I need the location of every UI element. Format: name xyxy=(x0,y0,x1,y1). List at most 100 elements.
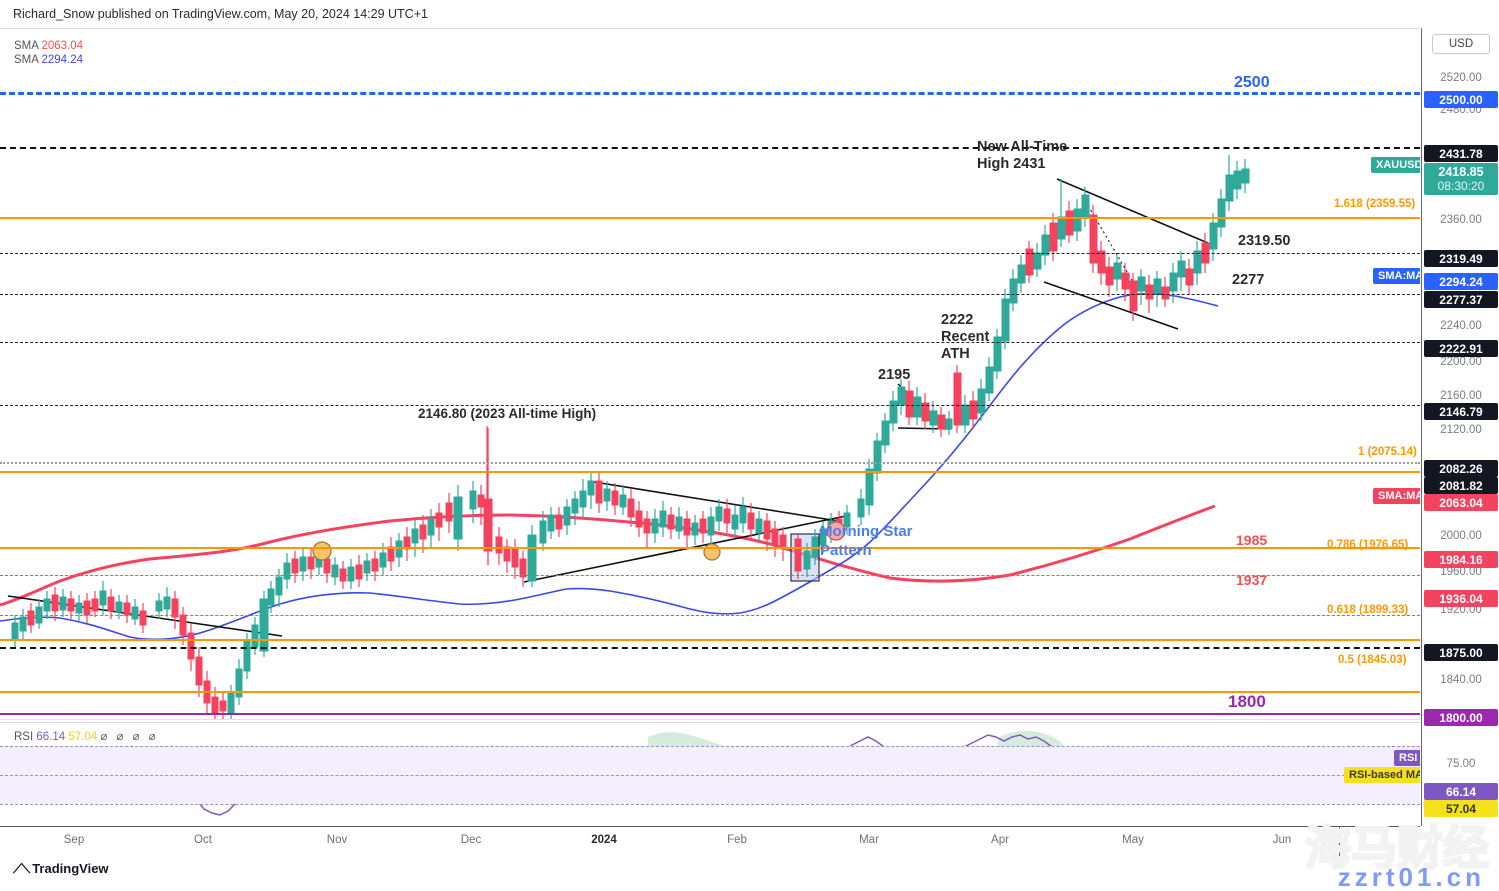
level-line-2500 xyxy=(0,92,1420,95)
signal-marker-buy-1 xyxy=(312,541,332,561)
price-tick-1920: 1920.00 xyxy=(1440,604,1482,616)
time-label-may: May xyxy=(1122,834,1144,846)
trendline-triangle-upper xyxy=(587,480,839,522)
price-tick-2160: 2160.00 xyxy=(1440,390,1482,402)
trendline-triangle-lower xyxy=(523,515,847,583)
rsi-panel[interactable]: RSI 66.14 57.04 ⌀ ⌀ ⌀ ⌀ RSI RSI-based MA xyxy=(0,722,1420,825)
price-tick-2000: 2000.00 xyxy=(1440,530,1482,542)
rsi-overbought-line xyxy=(0,746,1420,747)
level-line-1984 xyxy=(0,547,1420,549)
fib-label-1618: 1.618 (2359.55) xyxy=(1334,198,1416,210)
level-line-2319 xyxy=(0,253,1420,254)
level-label-2277: 2277 xyxy=(1232,272,1265,288)
price-chart-panel[interactable]: SMA 2063.04 SMA 2294.24 New All-Time Hig… xyxy=(0,28,1420,720)
rsi-legend-value: 66.14 xyxy=(36,731,66,743)
tag-xauusd[interactable]: XAUUSD xyxy=(1371,157,1420,173)
time-axis[interactable]: Sep Oct Nov Dec 2024 Feb Mar Apr May Jun xyxy=(0,826,1420,857)
level-line-2222 xyxy=(0,342,1420,343)
watermark-url: zzrt01.cn xyxy=(1337,862,1485,891)
currency-selector[interactable]: USD xyxy=(1432,34,1490,54)
trendline-channel-lower xyxy=(1043,281,1179,330)
price-tick-2360: 2360.00 xyxy=(1440,214,1482,226)
rsi-tick-75: 75.00 xyxy=(1446,758,1476,770)
fib-label-1000: 1 (2075.14) xyxy=(1358,446,1417,458)
candle-group xyxy=(11,155,1250,719)
fib-line-0500 xyxy=(0,691,1420,693)
price-tick-2240: 2240.00 xyxy=(1440,320,1482,332)
rsi-pill-value: 66.14 xyxy=(1424,783,1498,800)
legend-sma-label-1: SMA xyxy=(14,40,39,52)
price-pill-2500: 2500.00 xyxy=(1424,91,1498,108)
live-quote-badge: 2418.85 08:30:20 xyxy=(1424,163,1498,195)
price-tick-2120: 2120.00 xyxy=(1440,424,1482,436)
price-pill-2319: 2319.49 xyxy=(1424,250,1498,267)
fib-line-1000 xyxy=(0,462,1420,464)
price-pill-1936: 1936.04 xyxy=(1424,590,1498,607)
level-label-1937: 1937 xyxy=(1236,572,1268,588)
price-pill-1984: 1984.16 xyxy=(1424,551,1498,568)
candlestick-series xyxy=(0,155,1250,719)
price-pill-2082: 2082.26 xyxy=(1424,460,1498,477)
price-pill-2146: 2146.79 xyxy=(1424,403,1498,420)
sma-fast-line xyxy=(0,292,1219,641)
tag-sma-ma-fast[interactable]: SMA:MA xyxy=(1373,268,1420,284)
legend-sma-value-2: 2294.24 xyxy=(41,54,84,66)
rsi-legend: RSI 66.14 57.04 ⌀ ⌀ ⌀ ⌀ xyxy=(14,729,159,743)
live-quote-countdown: 08:30:20 xyxy=(1437,179,1485,193)
price-axis[interactable]: USD 2520.00 2480.00 2360.00 2240.00 2200… xyxy=(1421,28,1499,826)
tag-rsi-based-ma[interactable]: RSI-based MA xyxy=(1344,767,1420,783)
annotation-2023-ath: 2146.80 (2023 All-time High) xyxy=(418,406,597,421)
crosshair-vertical xyxy=(1339,827,1340,857)
level-label-1800: 1800 xyxy=(1228,692,1266,711)
level-line-2277 xyxy=(0,294,1420,295)
time-label-jun: Jun xyxy=(1272,834,1292,846)
price-pill-2294: 2294.24 xyxy=(1424,273,1498,290)
price-pill-1800: 1800.00 xyxy=(1424,709,1498,726)
price-tick-1960: 1960.00 xyxy=(1440,566,1482,578)
tradingview-mark-icon: ⟋⟍ xyxy=(13,861,30,876)
tag-rsi[interactable]: RSI xyxy=(1394,750,1420,766)
rsi-legend-null-values: ⌀ ⌀ ⌀ ⌀ xyxy=(100,731,159,743)
price-pill-1875: 1875.00 xyxy=(1424,644,1498,661)
level-line-1937 xyxy=(0,615,1420,616)
rsi-oversold-line xyxy=(0,804,1420,805)
signal-marker-sell-1 xyxy=(826,521,846,541)
level-label-2319: 2319.50 xyxy=(1238,233,1291,249)
level-line-1800 xyxy=(0,713,1420,715)
price-pill-2222: 2222.91 xyxy=(1424,340,1498,357)
legend-sma-value-1: 2063.04 xyxy=(41,40,84,52)
price-pill-2277: 2277.37 xyxy=(1424,291,1498,308)
price-pill-2431: 2431.78 xyxy=(1424,145,1498,162)
level-line-1875 xyxy=(0,647,1420,649)
trendline-channel-upper xyxy=(1056,178,1216,247)
fib-label-0618: 0.618 (1899.33) xyxy=(1327,604,1409,616)
time-label-sep: Sep xyxy=(63,834,85,846)
level-line-2082 xyxy=(0,471,1420,473)
rsi-ma-pill-value: 57.04 xyxy=(1424,800,1498,817)
fib-line-1618 xyxy=(0,217,1420,219)
price-tick-2200: 2200.00 xyxy=(1440,356,1482,368)
time-label-oct: Oct xyxy=(194,834,212,846)
price-pill-2063: 2063.04 xyxy=(1424,494,1498,511)
price-tick-2520: 2520.00 xyxy=(1440,72,1482,84)
annotation-2195: 2195 xyxy=(878,367,911,383)
legend-sma-label-2: SMA xyxy=(14,54,39,66)
time-label-2024: 2024 xyxy=(591,834,617,846)
chart-legend: SMA 2063.04 SMA 2294.24 xyxy=(14,39,83,67)
watermark-cn-text: 海马财经 xyxy=(1304,821,1491,876)
annotation-morning-star: Morning Star Pattern xyxy=(820,523,913,559)
fib-line-0786 xyxy=(0,575,1420,576)
price-tick-1840: 1840.00 xyxy=(1440,674,1482,686)
annotation-new-ath: New All-Time High 2431 xyxy=(977,139,1068,172)
publication-credit: Richard_Snow published on TradingView.co… xyxy=(13,7,428,21)
level-label-1985: 1985 xyxy=(1236,532,1268,548)
live-quote-price: 2418.85 xyxy=(1438,165,1484,179)
tag-sma-ma-slow[interactable]: SMA:MA xyxy=(1373,488,1420,504)
level-line-2431 xyxy=(0,147,1420,149)
trendline-retrace-dotted xyxy=(1082,196,1134,283)
tradingview-logo: ⟋⟍ TradingView xyxy=(13,861,109,877)
legend-row-sma-fast: SMA 2294.24 xyxy=(14,53,83,67)
tradingview-brand-text: TradingView xyxy=(32,861,109,876)
legend-row-sma-slow: SMA 2063.04 xyxy=(14,39,83,53)
